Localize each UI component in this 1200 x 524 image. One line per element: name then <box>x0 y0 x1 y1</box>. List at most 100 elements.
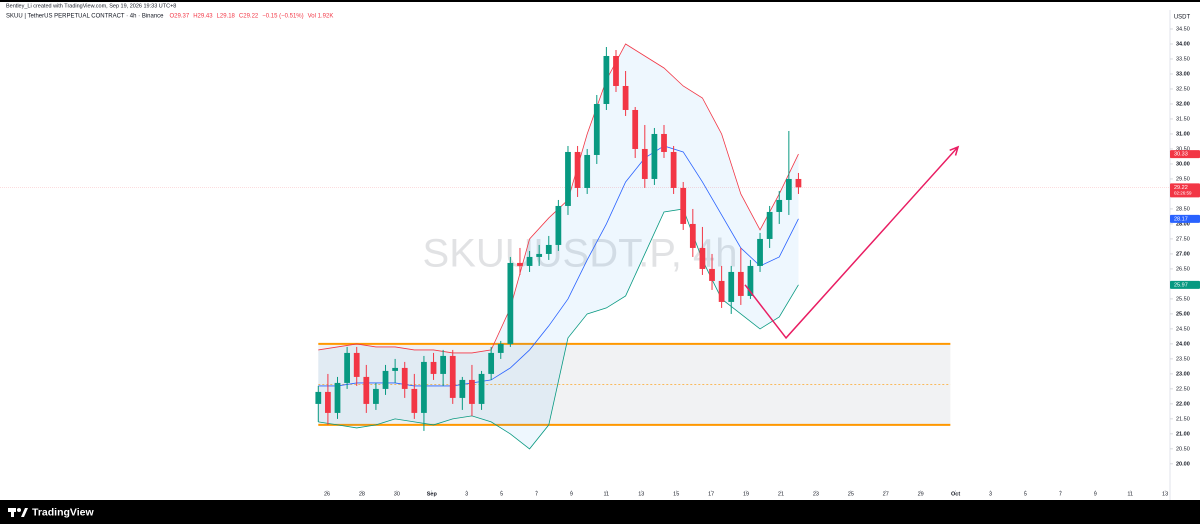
price-tag <box>1170 150 1200 159</box>
y-tick-label: 22.50 <box>1176 386 1190 392</box>
price-tag-label: 30.33 <box>1174 152 1188 158</box>
footer-bar <box>0 500 1200 524</box>
watermark: SKUUUSDT.P, 4h <box>423 232 738 276</box>
x-tick-label: 11 <box>1127 491 1133 497</box>
y-tick-label: 27.00 <box>1176 251 1190 257</box>
y-tick-label: 32.50 <box>1176 86 1190 92</box>
logo-shape <box>11 508 14 517</box>
credit: Bentley_Li created with TradingView.com,… <box>6 3 176 9</box>
y-tick-label: 22.00 <box>1176 401 1190 407</box>
ohlc-value: O29.37 <box>170 14 190 20</box>
candle-body <box>718 280 725 302</box>
candle-body <box>536 253 543 257</box>
candle-body <box>555 205 562 245</box>
candle-body <box>334 382 341 413</box>
candle-body <box>747 265 754 296</box>
x-tick-label: 5 <box>1024 491 1027 497</box>
volume: Vol 1.92K <box>308 14 334 20</box>
y-tick-label: 28.50 <box>1176 206 1190 212</box>
x-tick-label: 29 <box>918 491 924 497</box>
candle-body <box>670 151 677 188</box>
brand-logo <box>8 508 28 517</box>
candle-body <box>315 391 322 404</box>
candle-body <box>593 103 600 155</box>
candle-body <box>545 244 552 254</box>
price-tag-label: 25.97 <box>1174 282 1188 288</box>
candle-body <box>344 352 350 383</box>
x-tick-label: 19 <box>743 491 749 497</box>
y-tick-label: 20.00 <box>1176 461 1190 467</box>
candle-body <box>469 379 475 404</box>
x-tick-label: Oct <box>951 491 960 497</box>
candle-body <box>517 262 523 266</box>
x-tick-label: 25 <box>848 491 854 497</box>
candle-body <box>584 154 591 188</box>
x-tick-label: 15 <box>673 491 679 497</box>
candle-body <box>430 361 437 374</box>
candle-body <box>632 109 639 149</box>
candle-body <box>325 391 331 413</box>
x-tick-label: Sep <box>427 491 438 497</box>
y-tick-label: 30.50 <box>1176 146 1190 152</box>
y-tick-label: 25.00 <box>1176 311 1190 317</box>
ohlc-value: L29.18 <box>217 14 236 20</box>
price-tag <box>1170 183 1200 198</box>
candle-body <box>776 199 783 212</box>
candle-body <box>795 178 802 188</box>
price-tag <box>1170 214 1200 223</box>
candle-body <box>709 268 715 281</box>
y-tick-label: 34.00 <box>1176 41 1190 47</box>
y-tick-label: 23.50 <box>1176 356 1190 362</box>
candle-body <box>382 370 389 389</box>
x-tick-label: 3 <box>989 491 992 497</box>
x-tick-label: 13 <box>1162 491 1168 497</box>
y-tick-label: 20.50 <box>1176 446 1190 452</box>
candle-body <box>603 55 610 104</box>
y-tick-label: 33.00 <box>1176 71 1190 77</box>
y-tick-label: 34.50 <box>1176 26 1190 32</box>
candle-body <box>421 361 427 413</box>
candle-body <box>680 187 687 224</box>
price-tag <box>1170 280 1200 289</box>
x-tick-label: 5 <box>500 491 503 497</box>
band-basis <box>318 145 799 387</box>
x-tick-label: 9 <box>1094 491 1097 497</box>
currency: USDT <box>1174 15 1191 21</box>
candle-body <box>401 367 408 389</box>
y-tick-label: 26.50 <box>1176 266 1190 272</box>
y-tick-label: 24.00 <box>1176 341 1190 347</box>
y-tick-label: 33.50 <box>1176 56 1190 62</box>
x-tick-label: 11 <box>604 491 610 497</box>
x-tick-label: 3 <box>465 491 468 497</box>
candle-body <box>478 373 485 404</box>
candle-body <box>728 271 735 302</box>
x-tick-label: 17 <box>708 491 714 497</box>
y-tick-label: 21.00 <box>1176 431 1190 437</box>
brand: TradingView <box>32 506 94 518</box>
candle-body <box>565 151 571 206</box>
ohlc-value: H29.43 <box>193 14 213 20</box>
x-tick-label: 7 <box>1059 491 1062 497</box>
top-border <box>0 0 1200 2</box>
candle-body <box>488 352 495 374</box>
candle-body <box>373 388 379 404</box>
candle-body <box>449 355 456 398</box>
y-tick-label: 30.00 <box>1176 161 1190 167</box>
arrow <box>744 146 959 340</box>
x-tick-label: 23 <box>813 491 819 497</box>
y-tick-label: 29.50 <box>1176 176 1190 182</box>
x-tick-label: 30 <box>394 491 400 497</box>
x-tick-label: 27 <box>883 491 889 497</box>
y-tick-label: 31.50 <box>1176 116 1190 122</box>
symbol: SKUU | TetherUS PERPETUAL CONTRACT · 4h … <box>6 14 164 20</box>
candle-body <box>641 148 648 179</box>
price-tag-label: 29.22 <box>1174 185 1188 191</box>
price-countdown: 02:26:59 <box>1174 191 1192 196</box>
candle-body <box>526 256 533 266</box>
x-tick-label: 21 <box>778 491 784 497</box>
candle-body <box>411 388 418 413</box>
x-tick-label: 26 <box>324 491 330 497</box>
